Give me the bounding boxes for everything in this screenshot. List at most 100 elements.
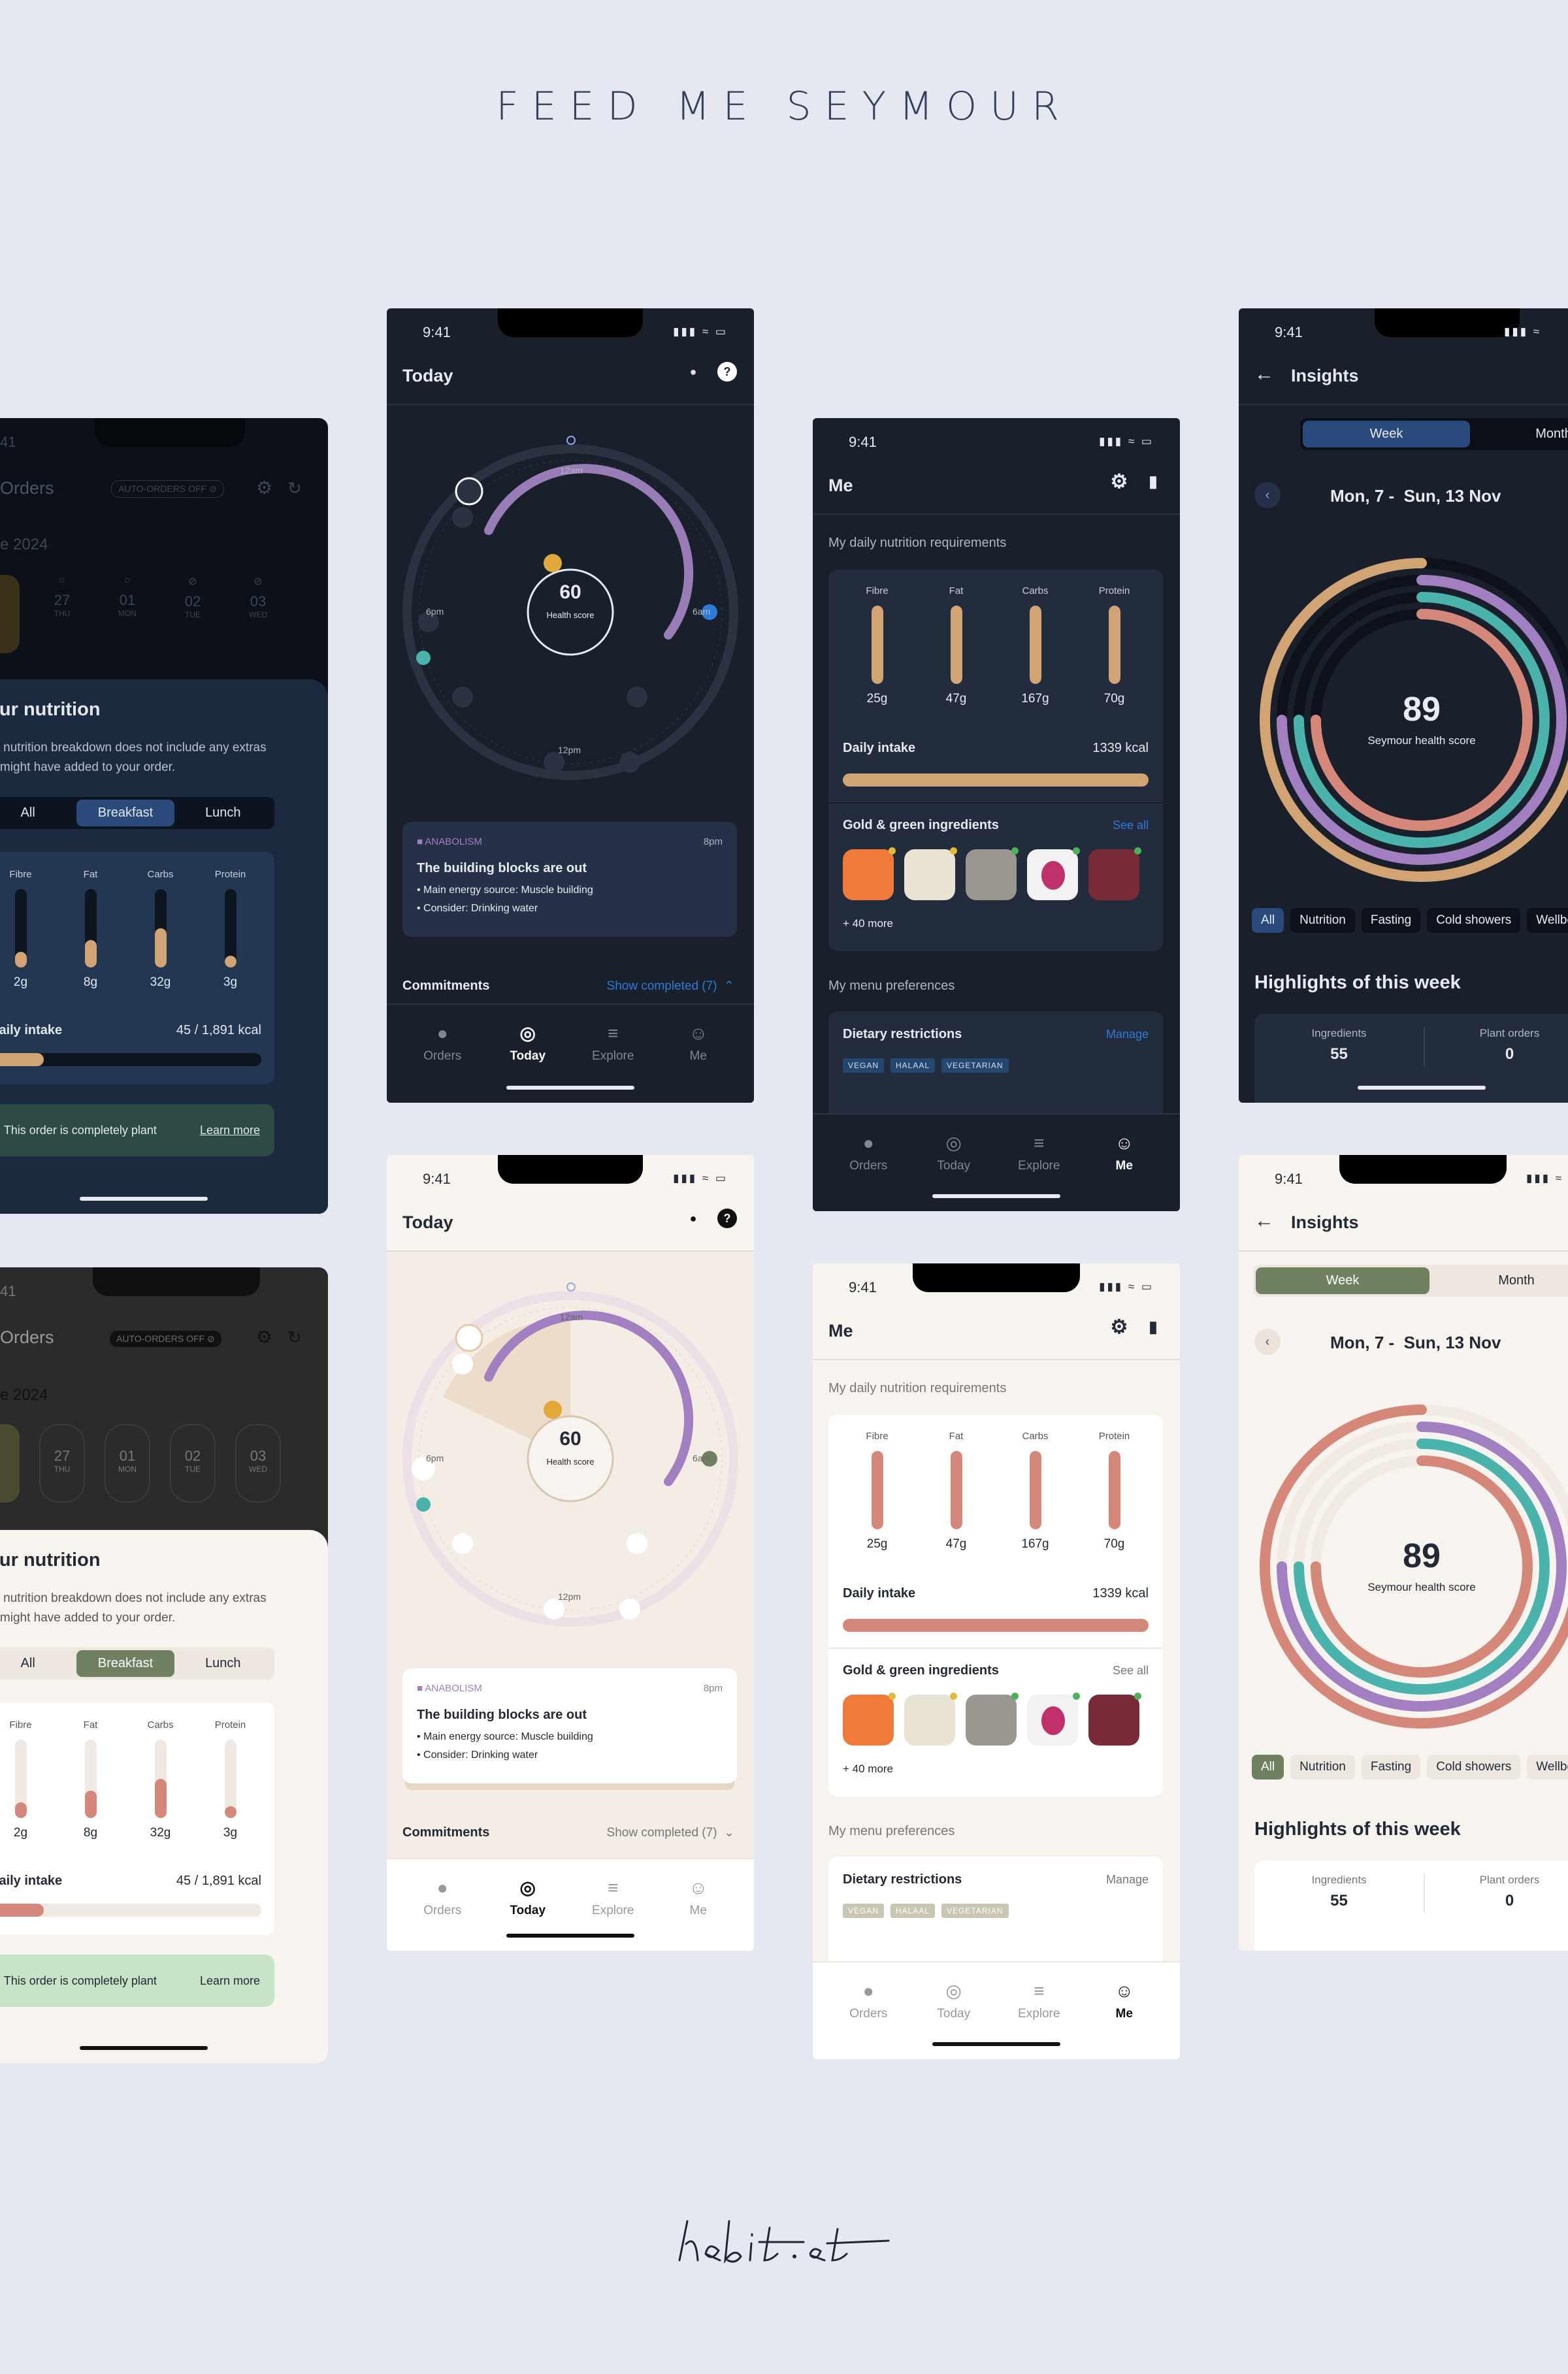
insight-card[interactable]: ■ ANABOLISM 8pm The building blocks are … bbox=[402, 1668, 737, 1783]
tab-explore[interactable]: ≡ Explore bbox=[1003, 1134, 1075, 1211]
tab-me[interactable]: ☺ Me bbox=[662, 1879, 734, 1951]
day-item[interactable]: ○ 01 MON bbox=[118, 575, 137, 618]
auto-orders-badge[interactable]: AUTO-ORDERS OFF ⊘ bbox=[110, 1331, 221, 1347]
ingredient-thumb[interactable] bbox=[1088, 847, 1141, 900]
meal-segment[interactable]: All Breakfast Lunch bbox=[0, 1648, 274, 1680]
settings-icon[interactable]: ⚙ bbox=[1110, 1316, 1128, 1338]
book-icon[interactable]: ▮ bbox=[1149, 472, 1158, 491]
ingredient-thumb[interactable] bbox=[1088, 1693, 1141, 1746]
tab-me[interactable]: ☺ Me bbox=[1088, 1982, 1160, 2059]
meal-lunch[interactable]: Lunch bbox=[205, 805, 241, 820]
filter-nutrition[interactable]: Nutrition bbox=[1290, 1755, 1355, 1780]
macro-track bbox=[1108, 606, 1120, 684]
learn-more-link[interactable]: Learn more bbox=[199, 1123, 260, 1137]
plant-banner[interactable]: ❧ This order is completely plant Learn m… bbox=[0, 1955, 274, 2007]
day-selected[interactable] bbox=[0, 575, 20, 653]
seymour-score-label: Seymour health score bbox=[1367, 1581, 1476, 1593]
meal-all[interactable]: All bbox=[20, 1656, 35, 1670]
apple-notification-icon[interactable]: ● bbox=[689, 1211, 697, 1225]
tab-orders[interactable]: ● Orders bbox=[832, 1134, 904, 1211]
day-item[interactable]: 01 MON bbox=[105, 1424, 150, 1503]
day-item[interactable]: ○ 27 THU bbox=[54, 575, 71, 618]
help-icon[interactable]: ? bbox=[717, 362, 737, 382]
filter-cold-showers[interactable]: Cold showers bbox=[1427, 908, 1521, 933]
ingredient-thumb[interactable] bbox=[843, 1693, 896, 1746]
filter-cold-showers[interactable]: Cold showers bbox=[1427, 1755, 1521, 1780]
day-item[interactable]: 27 THU bbox=[39, 1424, 85, 1503]
tab-orders[interactable]: ● Orders bbox=[406, 1024, 478, 1103]
tab-today[interactable]: ◎ Today bbox=[492, 1879, 564, 1951]
see-all-link[interactable]: See all bbox=[1112, 819, 1149, 832]
filter-wellbeing[interactable]: Wellbe bbox=[1527, 908, 1568, 933]
filter-wellbeing[interactable]: Wellbe bbox=[1527, 1755, 1568, 1780]
manage-link[interactable]: Manage bbox=[1105, 1873, 1149, 1886]
see-all-link[interactable]: See all bbox=[1112, 1664, 1149, 1677]
help-icon[interactable]: ? bbox=[717, 1209, 737, 1228]
ingredient-thumb[interactable] bbox=[904, 847, 957, 900]
ingredient-thumb[interactable] bbox=[966, 847, 1019, 900]
prev-week-button[interactable]: ‹ bbox=[1254, 1329, 1281, 1355]
ingredient-thumb[interactable] bbox=[1027, 1693, 1080, 1746]
period-week[interactable]: Week bbox=[1303, 421, 1470, 447]
period-month[interactable]: Month bbox=[1535, 427, 1568, 441]
ingredient-thumb[interactable] bbox=[843, 847, 896, 900]
settings-icon[interactable]: ⚙ bbox=[256, 478, 273, 498]
tab-me[interactable]: ☺ Me bbox=[662, 1024, 734, 1103]
back-arrow-icon[interactable]: ← bbox=[1254, 363, 1274, 385]
history-icon[interactable]: ↻ bbox=[287, 478, 302, 498]
day-item[interactable]: 03 WED bbox=[235, 1424, 281, 1503]
meal-all[interactable]: All bbox=[20, 805, 35, 820]
score-rings bbox=[1260, 558, 1568, 882]
tab-orders[interactable]: ● Orders bbox=[832, 1982, 904, 2059]
filter-all[interactable]: All bbox=[1252, 1755, 1284, 1780]
manage-link[interactable]: Manage bbox=[1105, 1028, 1149, 1041]
more-ingredients[interactable]: + 40 more bbox=[843, 1763, 894, 1775]
back-arrow-icon[interactable]: ← bbox=[1254, 1210, 1274, 1231]
learn-more-link[interactable]: Learn more bbox=[199, 1974, 260, 1987]
period-week[interactable]: Week bbox=[1256, 1267, 1429, 1294]
period-month[interactable]: Month bbox=[1498, 1273, 1535, 1288]
tab-explore[interactable]: ≡ Explore bbox=[1003, 1982, 1075, 2059]
prev-week-button[interactable]: ‹ bbox=[1254, 482, 1281, 508]
show-completed-toggle[interactable]: Show completed (7) ⌃ bbox=[606, 979, 734, 993]
insight-card[interactable]: ■ ANABOLISM 8pm The building blocks are … bbox=[402, 822, 737, 937]
filter-fasting[interactable]: Fasting bbox=[1361, 908, 1421, 933]
tab-explore[interactable]: ≡ Explore bbox=[577, 1024, 649, 1103]
filter-fasting[interactable]: Fasting bbox=[1361, 1755, 1421, 1780]
day-item[interactable]: ⊘ 03 WED bbox=[249, 576, 267, 619]
ingredient-thumb[interactable] bbox=[966, 1693, 1019, 1746]
tab-today[interactable]: ◎ Today bbox=[918, 1134, 990, 1211]
nutrition-sheet: Your nutrition This nutrition breakdown … bbox=[0, 679, 328, 1214]
plant-banner[interactable]: ❧ This order is completely plant Learn m… bbox=[0, 1104, 274, 1156]
history-icon[interactable]: ↻ bbox=[287, 1327, 302, 1347]
meal-segment[interactable]: All Breakfast Lunch bbox=[0, 797, 274, 829]
meal-breakfast[interactable]: Breakfast bbox=[76, 800, 174, 826]
settings-icon[interactable]: ⚙ bbox=[1110, 470, 1128, 493]
period-segment[interactable]: Week Month bbox=[1253, 1265, 1568, 1297]
tab-me[interactable]: ☺ Me bbox=[1088, 1134, 1160, 1211]
meal-lunch[interactable]: Lunch bbox=[205, 1656, 241, 1670]
auto-orders-badge[interactable]: AUTO-ORDERS OFF ⊘ bbox=[111, 480, 224, 498]
ingredient-thumb[interactable] bbox=[904, 1693, 957, 1746]
period-segment[interactable]: Week Month bbox=[1300, 418, 1568, 450]
clock-dial[interactable] bbox=[397, 1273, 743, 1645]
settings-icon[interactable]: ⚙ bbox=[256, 1327, 273, 1347]
status-icons: ▮▮▮ ≈ ▭ bbox=[673, 1172, 728, 1184]
day-item[interactable]: 02 TUE bbox=[170, 1424, 216, 1503]
book-icon[interactable]: ▮ bbox=[1149, 1318, 1158, 1336]
tab-today[interactable]: ◎ Today bbox=[492, 1024, 564, 1103]
tab-today[interactable]: ◎ Today bbox=[918, 1982, 990, 2059]
apple-notification-icon[interactable]: ● bbox=[689, 365, 697, 378]
day-selected[interactable] bbox=[0, 1424, 20, 1503]
clock-dial[interactable] bbox=[397, 426, 743, 798]
filter-nutrition[interactable]: Nutrition bbox=[1290, 908, 1355, 933]
show-completed-toggle[interactable]: Show completed (7) ⌄ bbox=[606, 1826, 734, 1840]
tab-explore[interactable]: ≡ Explore bbox=[577, 1879, 649, 1951]
ingredient-thumb[interactable] bbox=[1027, 847, 1080, 900]
tab-orders[interactable]: ● Orders bbox=[406, 1879, 478, 1951]
filter-all[interactable]: All bbox=[1252, 908, 1284, 933]
more-ingredients[interactable]: + 40 more bbox=[843, 917, 894, 930]
day-item[interactable]: ⊘ 02 TUE bbox=[184, 576, 201, 619]
macro-label: Fibre bbox=[9, 1719, 32, 1731]
meal-breakfast[interactable]: Breakfast bbox=[76, 1650, 174, 1677]
